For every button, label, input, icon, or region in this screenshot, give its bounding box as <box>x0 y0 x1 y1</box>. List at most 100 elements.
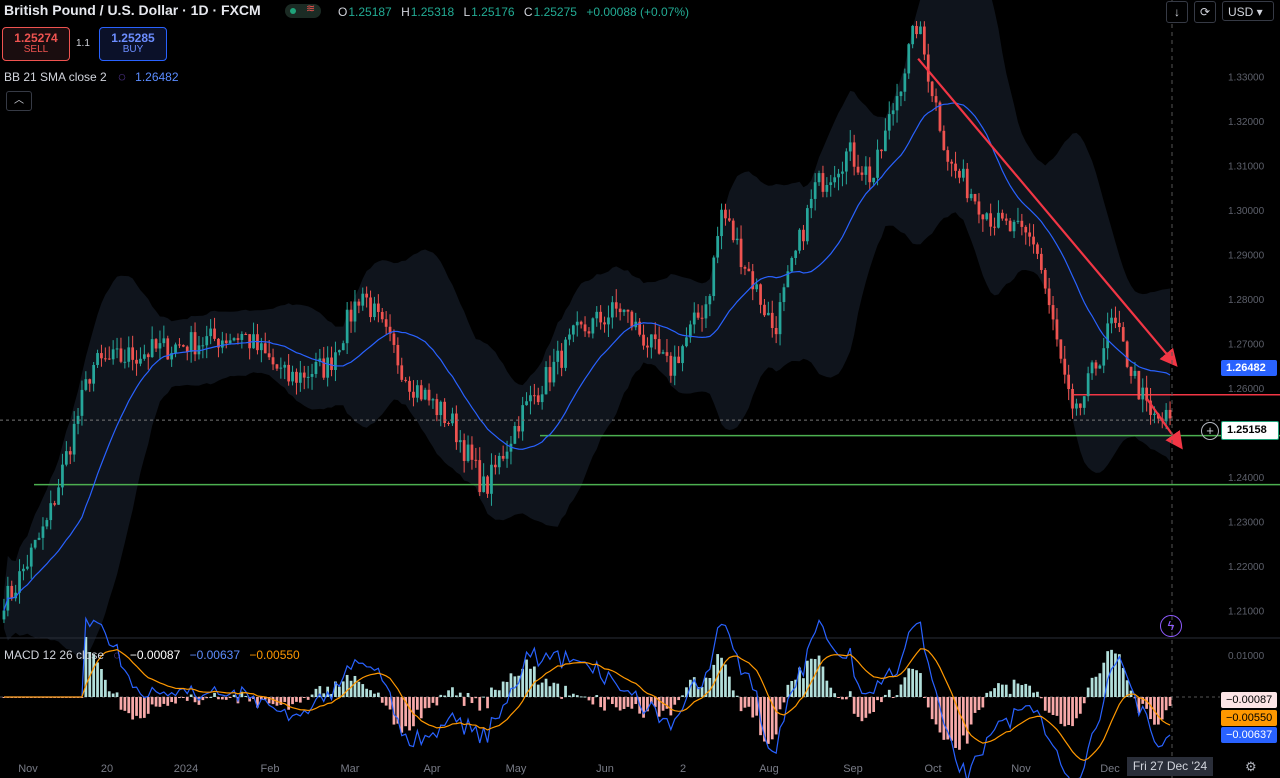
macd-hist-bar <box>575 695 579 697</box>
candle-body <box>552 361 556 383</box>
macd-hist-bar <box>318 686 322 697</box>
macd-hist-bar <box>790 681 794 697</box>
macd-hist-bar <box>146 697 150 714</box>
candle-body <box>349 309 353 322</box>
candle-body <box>997 212 1000 228</box>
candle-body <box>540 394 544 403</box>
macd-hist-bar <box>220 697 224 700</box>
candle-body <box>10 585 14 599</box>
gear-icon[interactable]: ⚙ <box>1245 759 1257 774</box>
macd-hist-bar <box>96 662 99 697</box>
macd-hist-bar <box>322 693 326 697</box>
candle-body <box>700 317 704 319</box>
candle-body <box>751 271 755 290</box>
collapse-legend-button[interactable]: ︿ <box>6 91 32 111</box>
candle-body <box>895 96 899 111</box>
candle-body <box>716 236 720 258</box>
candle-body <box>497 455 501 468</box>
candle-body <box>1149 400 1152 415</box>
macd-hist-bar <box>396 697 400 724</box>
candle-body <box>934 96 938 103</box>
macd-hist-bar <box>571 693 575 697</box>
candle-body <box>458 440 462 443</box>
macd-hist-bar <box>747 697 751 707</box>
macd-hist-bar <box>856 697 860 717</box>
macd-hist-bar <box>228 697 232 698</box>
macd-hist-bar <box>548 686 552 697</box>
candle-body <box>712 257 716 297</box>
macd-hist-bar <box>127 697 131 714</box>
macd-hist-bar <box>868 697 872 714</box>
macd-hist-bar <box>217 697 220 700</box>
macd-hist-bar <box>478 697 482 711</box>
macd-hist-bar <box>642 697 645 718</box>
macd-hist-bar <box>1024 683 1028 697</box>
currency-select[interactable]: USD ▾ <box>1222 1 1274 21</box>
macd-hist-bar <box>447 690 450 697</box>
trend-arrows[interactable] <box>917 58 1183 450</box>
macd-hist-bar <box>310 694 314 697</box>
y-tick-label: 1.33000 <box>1228 73 1265 84</box>
macd-legend[interactable]: MACD 12 26 close ◌ −0.00087 −0.00637 −0.… <box>4 648 300 662</box>
macd-hist-bar <box>833 693 837 697</box>
candle-body <box>447 423 450 425</box>
candle-body <box>786 271 790 288</box>
macd-hist-bar <box>564 685 567 697</box>
change-value: +0.00088 (+0.07%) <box>586 5 690 19</box>
macd-hist-bar <box>474 697 478 699</box>
candle-body <box>669 355 673 376</box>
macd-hist-bar <box>295 697 298 702</box>
macd-hist-bar <box>685 687 688 697</box>
macd-hist-bar <box>525 659 528 697</box>
macd-hist-bar <box>919 673 922 697</box>
candle-body <box>1055 319 1059 340</box>
refresh-icon[interactable]: ⟳ <box>1194 1 1216 23</box>
download-arrow-icon[interactable]: ↓ <box>1166 1 1188 23</box>
candle-body <box>435 399 439 416</box>
horizontal-lines[interactable] <box>34 393 1280 486</box>
bollinger-band-fill <box>3 0 1171 661</box>
macd-hist-bar <box>618 697 622 711</box>
macd-hist-bar <box>985 692 989 697</box>
candle-body <box>872 177 876 183</box>
candle-body <box>926 54 930 82</box>
candle-body <box>825 185 829 192</box>
macd-hist-bar <box>404 697 408 727</box>
macd-hist-bar <box>1110 649 1113 697</box>
x-tick-label: 20 <box>101 763 113 775</box>
bb-legend[interactable]: BB 21 SMA close 2 ◌ 1.26482 <box>4 69 179 84</box>
macd-hist-bar <box>1106 651 1110 697</box>
candle-body <box>244 334 248 336</box>
macd-pane <box>2 616 1172 778</box>
candle-body <box>185 346 189 352</box>
x-tick-label: Oct <box>924 763 941 775</box>
signal-value: −0.00637 <box>189 648 240 662</box>
macd-hist-bar <box>1094 676 1098 697</box>
candle-body <box>790 258 794 272</box>
macd-hist-bar <box>209 696 213 698</box>
signal-line <box>3 648 1171 762</box>
lightning-icon[interactable]: ϟ <box>1160 615 1182 637</box>
candle-body <box>614 302 618 309</box>
candle-body <box>622 309 626 313</box>
green-dot-icon <box>290 8 296 14</box>
buy-button[interactable]: 1.25285 BUY <box>99 27 167 61</box>
candle-body <box>1047 288 1051 306</box>
macd-hist-bar <box>115 692 119 697</box>
macd-hist-bar <box>107 691 111 697</box>
candle-body <box>209 328 213 337</box>
candle-body <box>887 114 891 131</box>
x-tick-label: Dec <box>1100 763 1120 775</box>
macd-hist-bar <box>213 692 216 697</box>
macd-hist-bar <box>466 692 470 697</box>
market-status[interactable]: ≋ <box>285 3 321 18</box>
candle-body <box>821 173 825 192</box>
symbol-title[interactable]: British Pound / U.S. Dollar · 1D · FXCM <box>4 2 261 18</box>
candle-body <box>92 364 96 384</box>
plus-circle-icon[interactable]: + <box>1201 422 1219 440</box>
sell-button[interactable]: 1.25274 SELL <box>2 27 70 61</box>
candle-body <box>837 173 840 178</box>
macd-hist-bar <box>119 697 123 710</box>
macd-hist-bar <box>899 684 903 697</box>
